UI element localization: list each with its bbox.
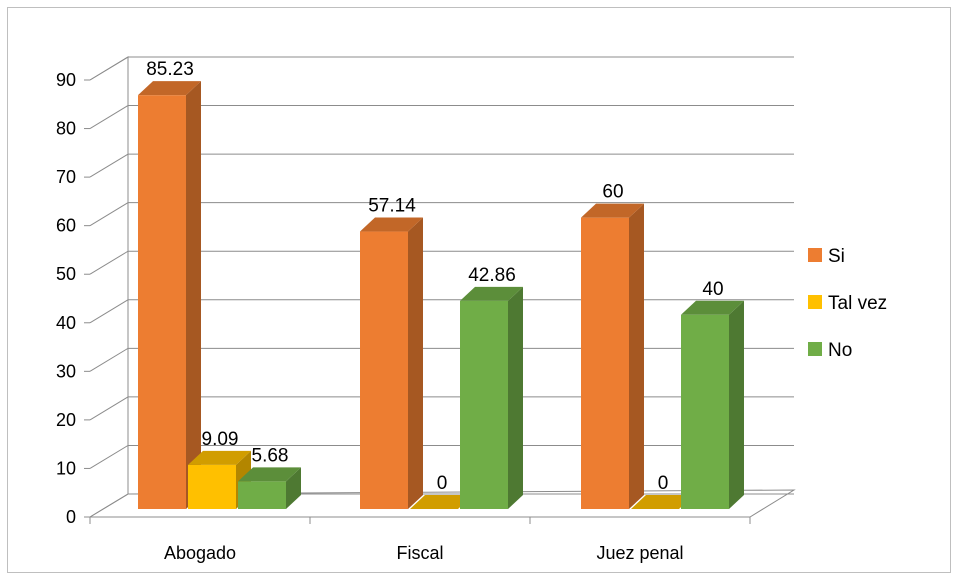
gridline [89,299,794,324]
y-tick-label: 80 [56,119,76,139]
bar-front [681,314,729,509]
bar-top [360,217,423,232]
data-label: 60 [602,182,623,203]
data-label: 40 [702,279,723,300]
legend: Si Tal vez No [808,246,887,361]
data-label: 9.09 [202,429,239,450]
data-labels: 85.23 9.09 5.68 57.14 0 42.86 60 0 40 [146,59,723,494]
legend-swatch [808,342,822,356]
data-label: 0 [658,473,669,494]
bar-side [508,286,523,509]
bar-side [286,467,301,509]
bar-side [408,217,423,509]
bar [138,81,201,509]
y-tick-label: 90 [56,70,76,90]
y-axis-ticks: 0 10 20 30 40 50 60 70 80 90 [56,70,90,527]
y-tick-label: 10 [56,458,76,478]
bar-front [238,481,286,509]
gridline [89,153,794,178]
bars [138,81,744,510]
bar-top [581,203,644,218]
bar-top [460,286,523,301]
bar-top [631,495,694,509]
x-tick-label: Fiscal [396,543,443,563]
data-label: 5.68 [252,445,289,466]
y-tick-label: 70 [56,167,76,187]
x-axis-labels: Abogado Fiscal Juez penal [89,517,751,563]
bar [360,217,423,509]
y-tick-label: 20 [56,410,76,430]
x-tick-label: Abogado [164,543,236,563]
bar-side [629,203,644,509]
gridline [89,250,794,275]
bar [581,203,644,509]
y-tick-label: 60 [56,216,76,236]
legend-label: No [828,340,852,361]
gridline [89,347,794,372]
y-tick-label: 40 [56,313,76,333]
y-tick-label: 30 [56,361,76,381]
data-label: 0 [437,473,448,494]
gridline [89,396,794,421]
bar-top [410,495,473,509]
bar-top [188,450,251,465]
bar-top [238,467,301,482]
bar-front [138,95,186,509]
bar [631,495,694,510]
gridline [89,56,794,81]
gridline [89,202,794,227]
data-label: 42.86 [468,265,516,286]
bar [460,286,523,509]
bar-top [138,81,201,96]
bar-front [581,217,629,509]
side-wall [89,56,129,518]
bar-front [460,300,508,509]
bar-side [729,300,744,509]
gridlines [89,56,794,518]
bar [238,467,301,509]
y-tick-label: 50 [56,264,76,284]
legend-label: Si [828,246,845,267]
bar-side [186,81,201,509]
gridline [89,444,794,469]
legend-swatch [808,295,822,309]
bar-front [360,231,408,509]
x-tick-label: Juez penal [596,543,683,563]
gridline [89,105,794,129]
legend-swatch [808,248,822,262]
bar-front [188,464,236,509]
bar [681,300,744,509]
data-label: 57.14 [368,196,416,217]
gridline [89,493,794,518]
bar-top [681,300,744,315]
legend-label: Tal vez [828,293,887,314]
bar [410,495,473,510]
y-tick-label: 0 [66,507,76,527]
data-label: 85.23 [146,59,194,80]
